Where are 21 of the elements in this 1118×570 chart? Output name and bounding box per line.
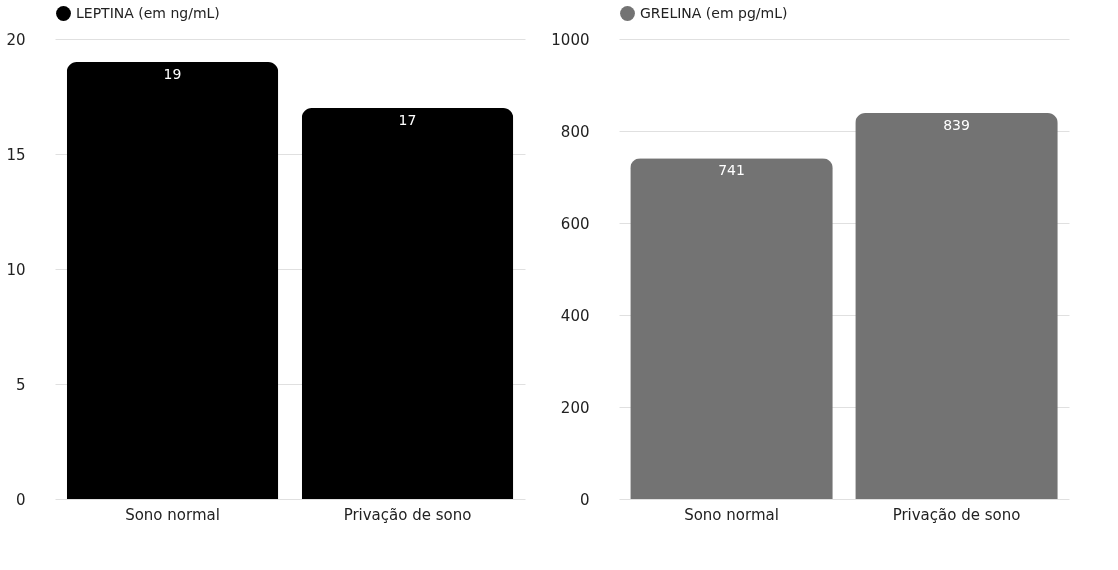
y-tick-label: 5: [15, 375, 26, 394]
legend-label: LEPTINA (em ng/mL): [76, 4, 220, 21]
x-tick-label: Privação de sono: [343, 505, 472, 524]
data-label: 839: [943, 117, 970, 134]
data-label: 19: [163, 66, 182, 82]
y-tick-label: 0: [579, 490, 590, 509]
y-tick-label: 10: [6, 260, 26, 279]
y-tick-label: 20: [6, 30, 26, 49]
y-tick-label: 600: [560, 214, 590, 233]
x-tick-label: Sono normal: [684, 505, 779, 524]
y-tick-label: 800: [560, 122, 590, 141]
y-tick-label: 15: [6, 145, 26, 164]
x-tick-label: Sono normal: [125, 505, 220, 524]
legend-label: GRELINA (em pg/mL): [640, 4, 788, 21]
data-label: 741: [718, 162, 745, 179]
y-tick-label: 200: [560, 398, 590, 417]
data-label: 17: [398, 112, 417, 128]
x-tick-label: Privação de sono: [892, 505, 1021, 524]
y-tick-label: 1000: [551, 30, 590, 49]
y-tick-label: 0: [15, 490, 26, 509]
y-tick-label: 400: [560, 306, 590, 325]
